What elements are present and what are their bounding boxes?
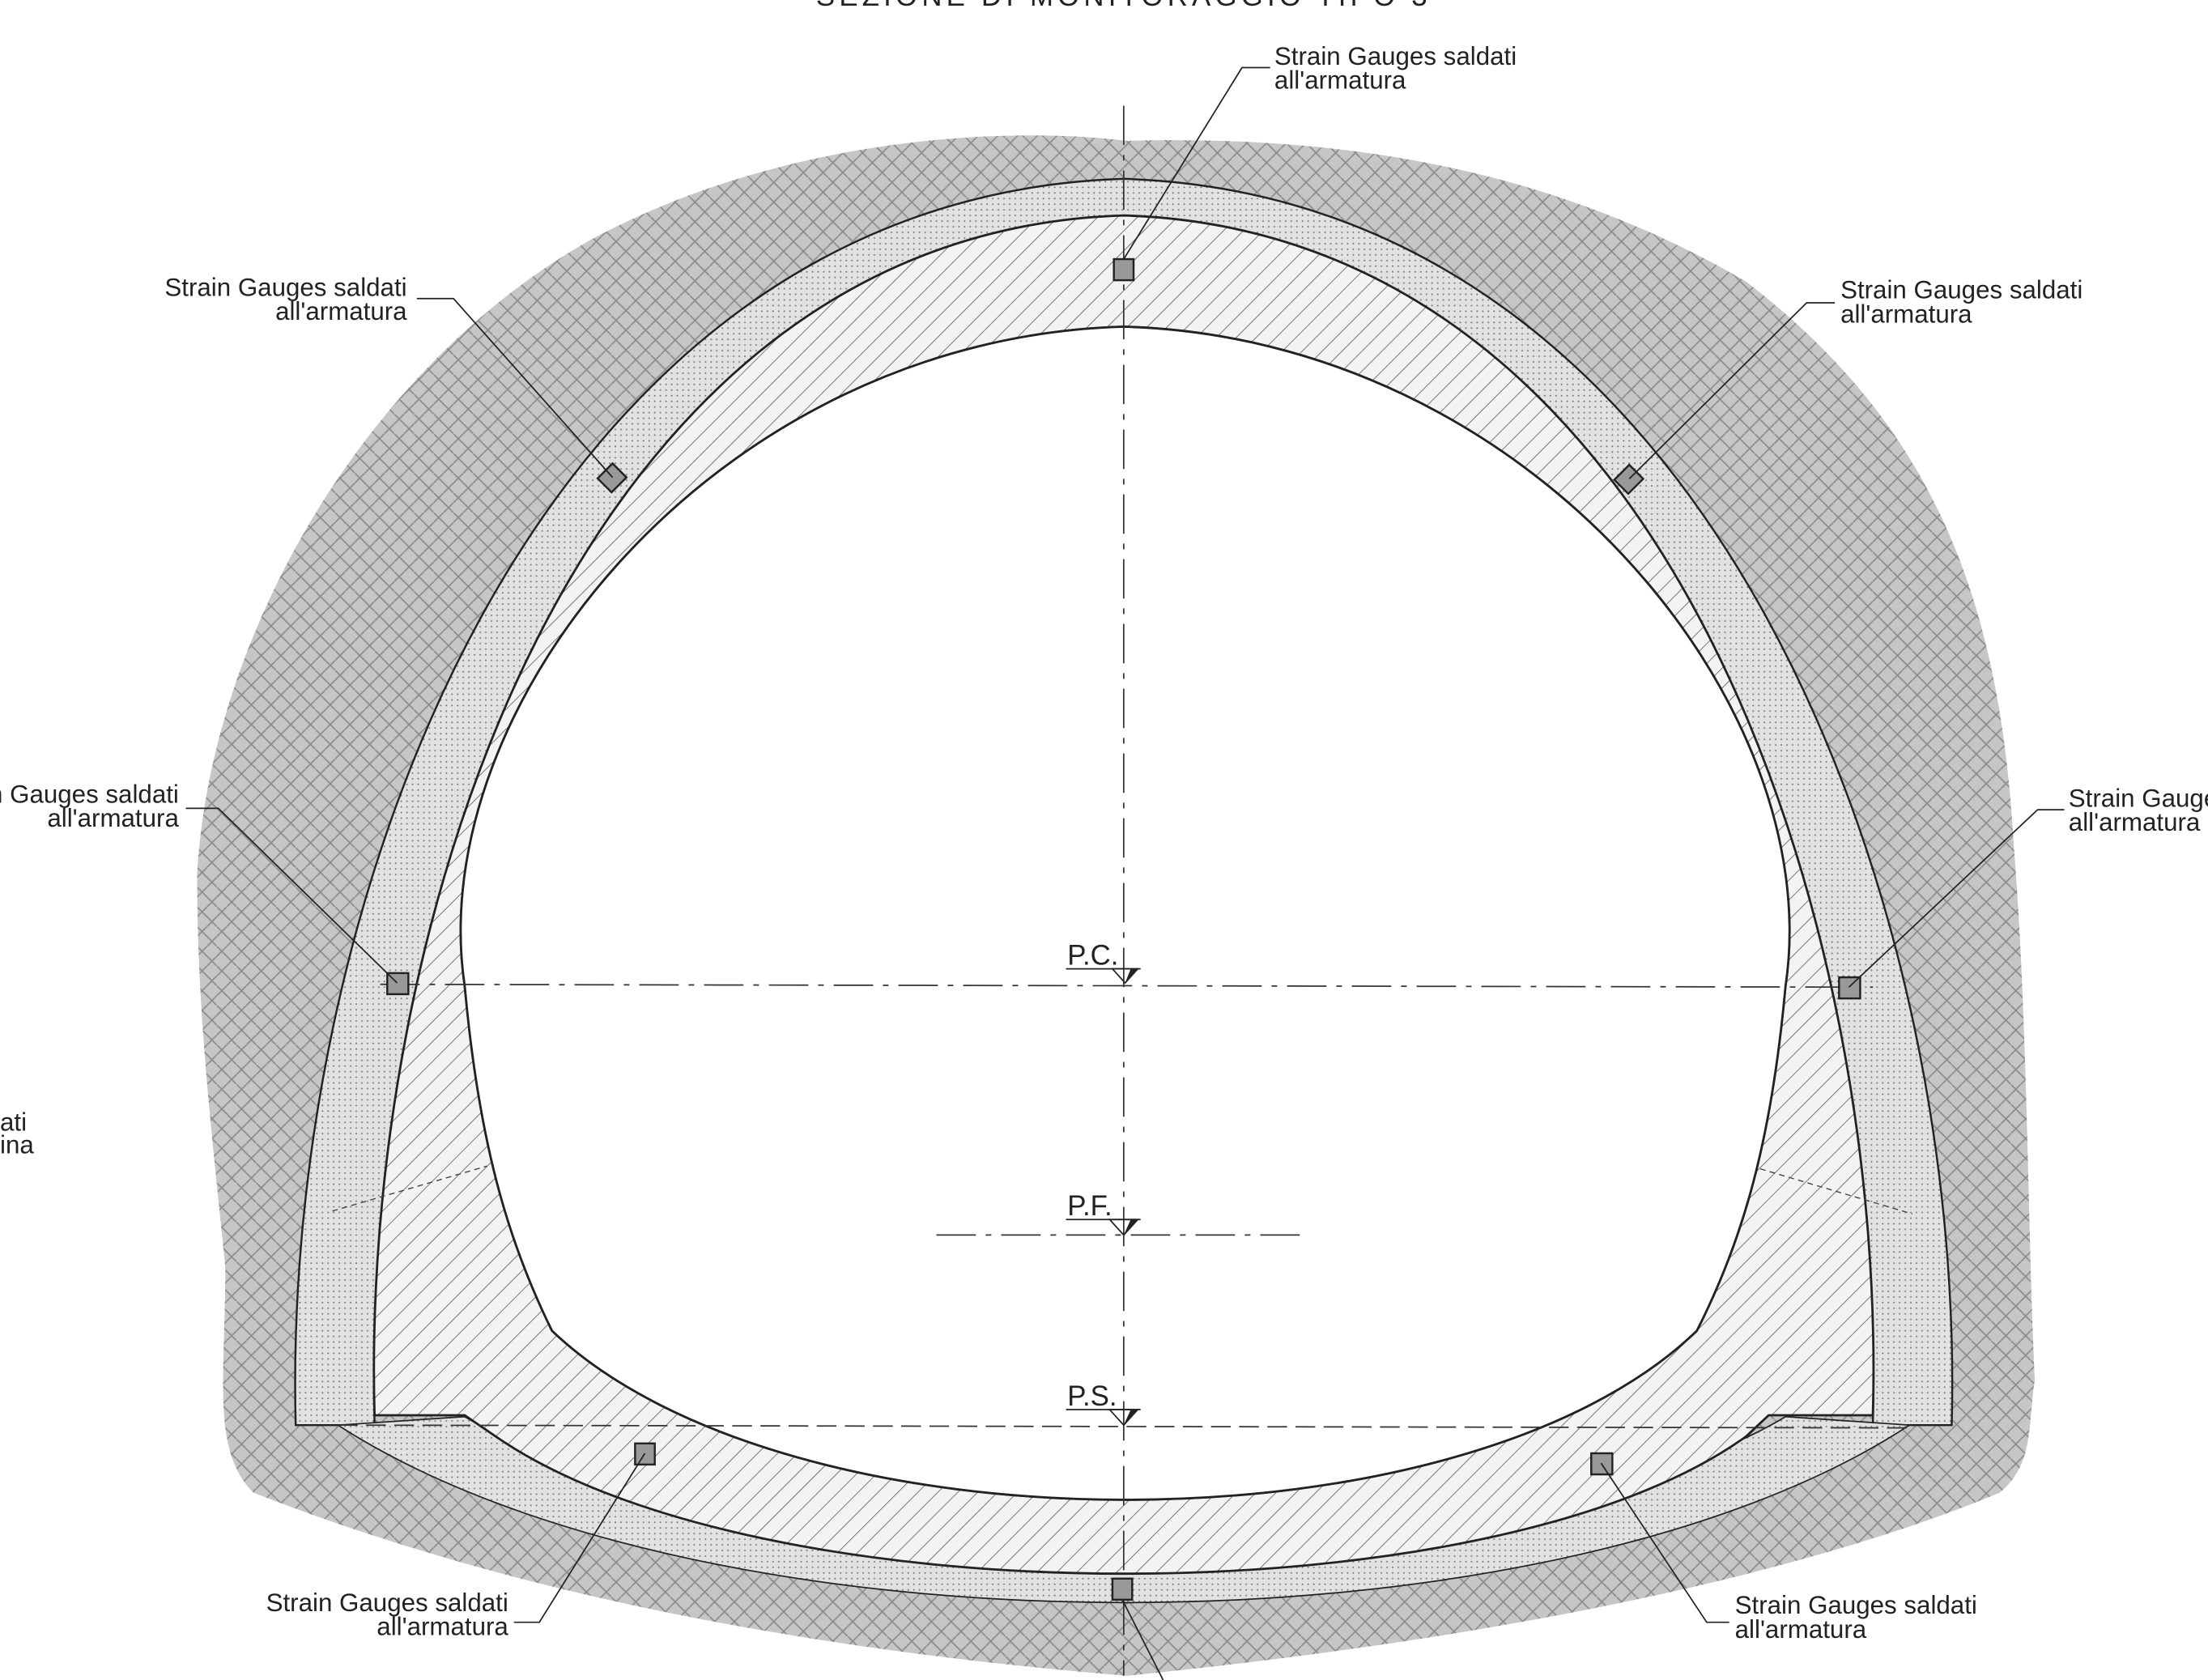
callout-lower-left-line2: all'armatura — [377, 1612, 508, 1640]
callout-upper-right-line2: all'armatura — [1840, 300, 1972, 328]
callout-left-springline-line2: all'armatura — [47, 804, 179, 832]
drawing-header: SEZIONE DI MONITORAGGIO TIPO 3 — [816, 0, 1432, 12]
callout-lower-right-line2: all'armatura — [1735, 1615, 1867, 1644]
level-pf-label: P.F. — [1067, 1191, 1112, 1222]
level-pc-label: P.C. — [1067, 940, 1118, 971]
callout-upper-left-line2: all'armatura — [275, 297, 407, 325]
left-note-line2: ina — [0, 1130, 34, 1159]
callout-right-springline-line2: all'armatura — [2069, 808, 2201, 836]
callout-crown-line2: all'armatura — [1274, 66, 1406, 95]
level-ps-label: P.S. — [1067, 1381, 1117, 1412]
